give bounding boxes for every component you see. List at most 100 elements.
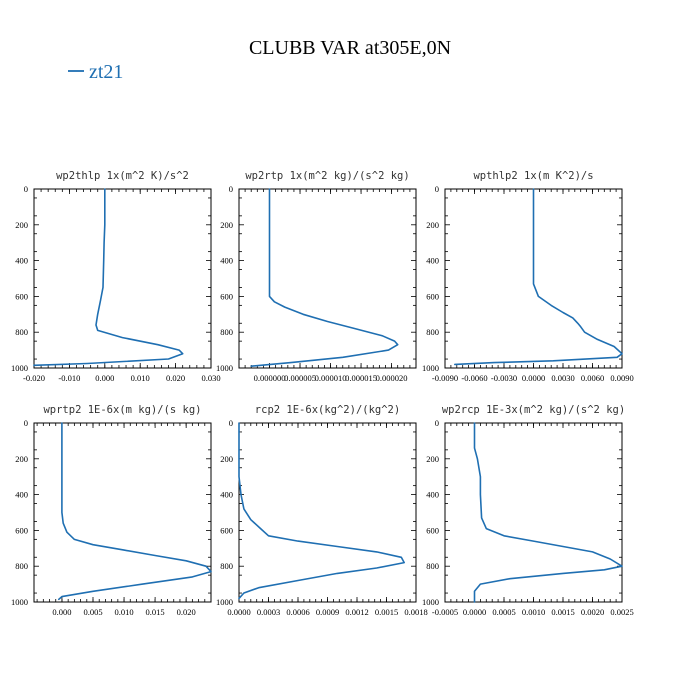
x-tick-label: 0.010 bbox=[114, 607, 133, 617]
y-tick-label: 200 bbox=[220, 220, 233, 230]
y-tick-label: 200 bbox=[15, 454, 28, 464]
x-tick-label: 0.000 bbox=[95, 373, 114, 383]
x-tick-label: 0.000 bbox=[52, 607, 71, 617]
y-tick-label: 0 bbox=[435, 418, 439, 428]
x-tick-label: 0.000005 bbox=[284, 373, 316, 383]
x-tick-label: 0.000010 bbox=[315, 373, 347, 383]
x-tick-label: -0.0005 bbox=[432, 607, 458, 617]
series-line-zt21 bbox=[250, 188, 399, 368]
y-tick-label: 600 bbox=[15, 525, 28, 535]
x-tick-label: -0.0060 bbox=[461, 373, 487, 383]
y-tick-label: 1000 bbox=[11, 363, 28, 373]
x-tick-label: 0.0003 bbox=[257, 607, 280, 617]
x-tick-label: 0.0020 bbox=[581, 607, 604, 617]
x-tick-label: 0.000000 bbox=[254, 373, 286, 383]
x-tick-label: 0.000020 bbox=[376, 373, 408, 383]
y-tick-label: 800 bbox=[426, 327, 439, 337]
x-tick-label: 0.0090 bbox=[610, 373, 633, 383]
x-tick-label: 0.0018 bbox=[404, 607, 427, 617]
x-tick-label: 0.0000 bbox=[522, 373, 545, 383]
plot-frame bbox=[33, 422, 212, 603]
panel-title: wpthlp2 1x(m K^2)/s bbox=[473, 170, 593, 182]
legend-label: zt21 bbox=[89, 61, 123, 83]
y-tick-label: 400 bbox=[426, 490, 439, 500]
y-tick-label: 800 bbox=[220, 561, 233, 571]
y-tick-label: 400 bbox=[426, 256, 439, 266]
y-tick-label: 0 bbox=[435, 184, 439, 194]
plot-frame bbox=[444, 422, 623, 603]
series-line-zt21 bbox=[473, 422, 623, 603]
x-tick-label: 0.0012 bbox=[345, 607, 368, 617]
x-tick-label: -0.020 bbox=[23, 373, 45, 383]
panel-4: wprtp2 1E-6x(m kg)/(s kg) 0 200 400 600 800 10… bbox=[11, 404, 212, 617]
panel-title: wp2thlp 1x(m^2 K)/s^2 bbox=[56, 170, 189, 182]
x-tick-label: 0.0025 bbox=[610, 607, 633, 617]
y-tick-label: 800 bbox=[15, 561, 28, 571]
x-tick-label: 0.0009 bbox=[316, 607, 339, 617]
x-tick-label: 0.030 bbox=[201, 373, 220, 383]
legend: zt21 bbox=[68, 61, 123, 83]
x-tick-label: 0.0000 bbox=[227, 607, 250, 617]
x-tick-label: 0.0000 bbox=[463, 607, 486, 617]
series-line-zt21 bbox=[453, 188, 623, 366]
x-tick-label: 0.0006 bbox=[286, 607, 309, 617]
y-tick-label: 600 bbox=[220, 291, 233, 301]
series-line-zt21 bbox=[33, 188, 184, 367]
y-tick-label: 400 bbox=[15, 490, 28, 500]
y-tick-label: 0 bbox=[229, 418, 233, 428]
y-tick-label: 0 bbox=[229, 184, 233, 194]
panel-6: wp2rcp 1E-3x(m^2 kg)/(s^2 kg)0 200 400 600 8… bbox=[422, 404, 634, 617]
y-tick-label: 400 bbox=[220, 256, 233, 266]
x-tick-label: -0.0030 bbox=[491, 373, 517, 383]
panel-title: wprtp2 1E-6x(m kg)/(s kg) bbox=[43, 404, 201, 416]
plot-frame bbox=[33, 188, 212, 369]
x-tick-label: -0.010 bbox=[58, 373, 80, 383]
panel-5: rcp2 1E-6x(kg^2)/(kg^2) 0 200 400 600 800 1000… bbox=[216, 404, 428, 617]
y-tick-label: 800 bbox=[15, 327, 28, 337]
y-tick-label: 600 bbox=[15, 291, 28, 301]
x-tick-label: 0.0030 bbox=[551, 373, 574, 383]
x-tick-label: 0.010 bbox=[131, 373, 150, 383]
y-tick-label: 0 bbox=[24, 418, 28, 428]
y-tick-label: 800 bbox=[220, 327, 233, 337]
y-tick-label: 400 bbox=[220, 490, 233, 500]
series-line-zt21 bbox=[57, 422, 212, 601]
y-tick-label: 1000 bbox=[422, 597, 439, 607]
y-tick-label: 200 bbox=[15, 220, 28, 230]
x-tick-label: -0.0090 bbox=[432, 373, 458, 383]
y-tick-label: 200 bbox=[426, 220, 439, 230]
panel-1: wp2thlp 1x(m^2 K)/s^202004006008001000-0… bbox=[11, 170, 221, 383]
y-tick-label: 1000 bbox=[216, 597, 233, 607]
series-line-zt21 bbox=[238, 422, 406, 600]
y-tick-label: 1000 bbox=[11, 597, 28, 607]
panel-3: wpthlp2 1x(m K^2)/s02004006008001000-0.0… bbox=[422, 170, 634, 383]
y-tick-label: 600 bbox=[426, 291, 439, 301]
y-tick-label: 1000 bbox=[216, 363, 233, 373]
y-tick-label: 200 bbox=[220, 454, 233, 464]
figure-title: CLUBB VAR at305E,0N bbox=[249, 37, 451, 59]
y-tick-label: 600 bbox=[220, 525, 233, 535]
panel-title: wp2rcp 1E-3x(m^2 kg)/(s^2 kg) bbox=[442, 404, 625, 416]
y-tick-label: 600 bbox=[426, 525, 439, 535]
y-tick-label: 0 bbox=[24, 184, 28, 194]
x-tick-label: 0.0010 bbox=[522, 607, 545, 617]
x-tick-label: 0.0060 bbox=[581, 373, 604, 383]
x-tick-label: 0.0005 bbox=[492, 607, 515, 617]
panels: wp2thlp 1x(m^2 K)/s^202004006008001000-0… bbox=[11, 170, 634, 617]
x-tick-label: 0.020 bbox=[166, 373, 185, 383]
x-tick-label: 0.0015 bbox=[551, 607, 574, 617]
panel-2: wp2rtp 1x(m^2 kg)/(s^2 kg) 0 200 400 600 800 1… bbox=[216, 170, 417, 383]
panel-title: wp2rtp 1x(m^2 kg)/(s^2 kg) bbox=[245, 170, 409, 182]
y-tick-label: 200 bbox=[426, 454, 439, 464]
y-tick-label: 400 bbox=[15, 256, 28, 266]
plot-frame bbox=[238, 188, 417, 369]
x-tick-label: 0.005 bbox=[83, 607, 102, 617]
panel-title: rcp2 1E-6x(kg^2)/(kg^2) bbox=[255, 404, 400, 416]
x-tick-label: 0.000015 bbox=[345, 373, 377, 383]
x-tick-label: 0.020 bbox=[177, 607, 196, 617]
x-tick-label: 0.0015 bbox=[375, 607, 398, 617]
x-tick-label: 0.015 bbox=[146, 607, 165, 617]
y-tick-label: 800 bbox=[426, 561, 439, 571]
y-tick-label: 1000 bbox=[422, 363, 439, 373]
